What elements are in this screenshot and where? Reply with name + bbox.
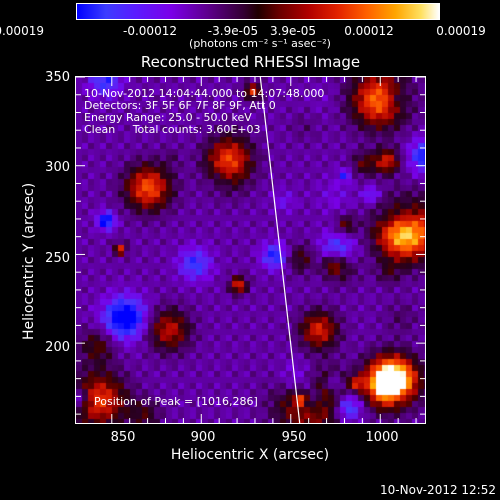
image-plot: 10-Nov-2012 14:04:44.000 to 14:07:48.000…: [75, 76, 426, 424]
plot-overlay: [259, 77, 301, 423]
energy-range-annotation: Energy Range: 25.0 - 50.0 keV: [84, 111, 252, 124]
colorbar-tick-label: 0.00012: [344, 24, 394, 38]
colorbar-tick-label: -0.00012: [123, 24, 177, 38]
solar-limb-line: [259, 77, 301, 423]
colorbar-units-label: (photons cm⁻² s⁻¹ asec⁻²): [189, 37, 331, 50]
colorbar-tick-label: -0.00019: [0, 24, 44, 38]
y-tick-label: 200: [45, 340, 70, 355]
x-tick-label: 950: [281, 430, 307, 445]
colorbar-tick-label: -3.9e-05: [207, 24, 259, 38]
time-range-annotation: 10-Nov-2012 14:04:44.000 to 14:07:48.000: [84, 87, 325, 100]
x-tick-label: 1000: [365, 430, 399, 445]
colorbar-tick-label: 0.00019: [436, 24, 486, 38]
x-axis-title: Heliocentric X (arcsec): [170, 447, 330, 463]
colorbar-tick-label: 3.9e-05: [269, 24, 317, 38]
y-axis-title: Heliocentric Y (arcsec): [21, 182, 37, 340]
detectors-annotation: Detectors: 3F 5F 6F 7F 8F 9F, Att 0: [84, 99, 276, 112]
x-tick-label: 900: [190, 430, 216, 445]
x-tick-label: 850: [110, 430, 136, 445]
colorbar: [76, 3, 440, 20]
y-tick-label: 300: [45, 160, 70, 175]
peak-position-annotation: Position of Peak = [1016,286]: [94, 395, 258, 408]
y-tick-label: 350: [45, 70, 70, 85]
y-tick-label: 250: [45, 251, 70, 266]
footer-timestamp: 10-Nov-2012 12:52: [380, 483, 496, 497]
clean-counts-annotation: Clean Total counts: 3.60E+03: [84, 123, 261, 136]
heatmap-image: [76, 77, 425, 423]
plot-title: Reconstructed RHESSI Image: [140, 53, 361, 71]
